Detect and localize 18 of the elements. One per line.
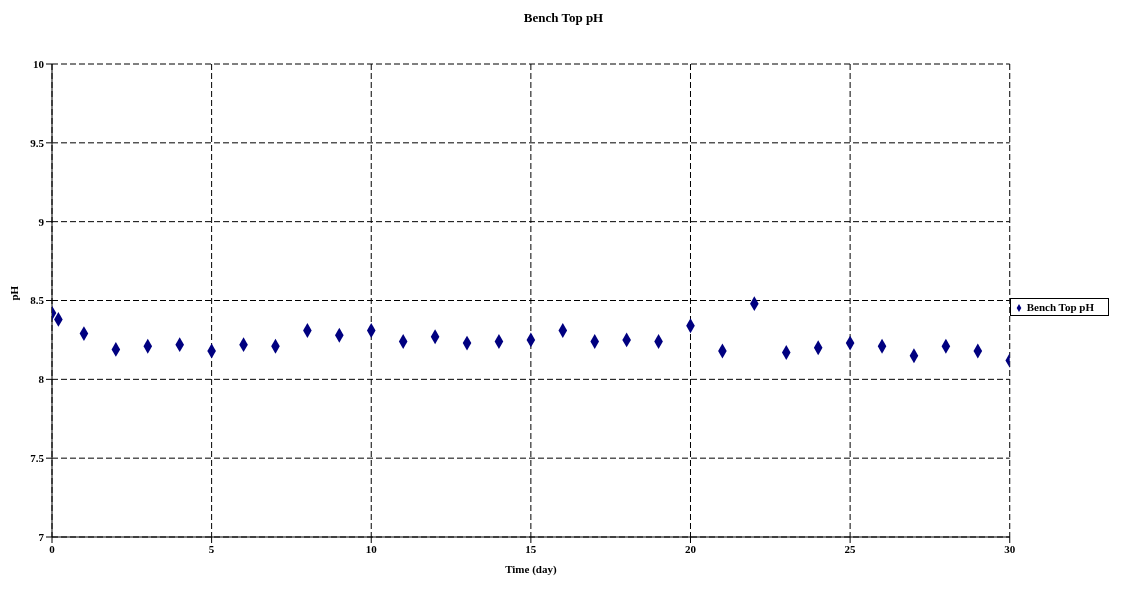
y-axis-title: pH (7, 285, 20, 301)
legend-label: Bench Top pH (1026, 300, 1094, 313)
x-axis-title: Time (day) (505, 563, 557, 576)
y-tick-label: 7.5 (30, 452, 45, 465)
x-tick-label: 20 (684, 542, 697, 555)
x-tick-label: 15 (525, 542, 537, 555)
y-tick-label: 9 (38, 215, 45, 228)
chart-title: Bench Top pH (522, 9, 605, 27)
x-tick-label: 5 (208, 542, 215, 555)
y-tick-label: 10 (33, 57, 45, 70)
x-tick-label: 25 (844, 542, 857, 555)
y-tick-label: 9.5 (30, 136, 45, 149)
x-tick-label: 10 (365, 542, 378, 555)
x-tick-label: 0 (49, 542, 56, 555)
y-tick-label: 8 (38, 373, 45, 386)
x-tick-label: 30 (1004, 542, 1016, 555)
y-tick-label: 8.5 (30, 294, 45, 307)
y-tick-label: 7 (38, 530, 45, 543)
